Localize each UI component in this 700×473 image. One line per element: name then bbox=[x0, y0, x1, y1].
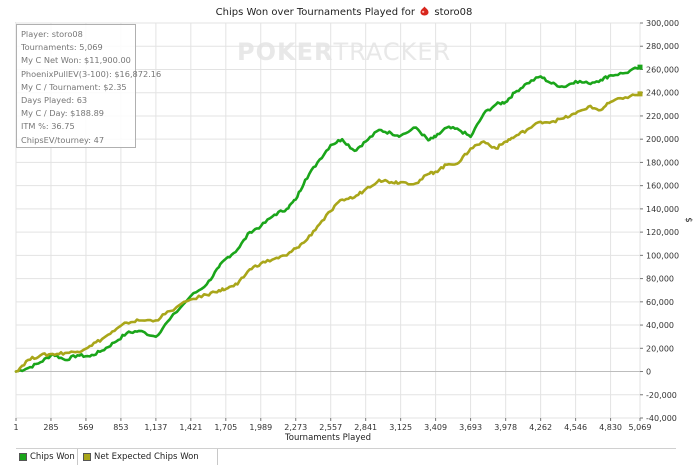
stat-chips-ev: ChipsEV/tourney: 47 bbox=[21, 134, 105, 145]
x-tick-label: 2,841 bbox=[354, 423, 377, 432]
legend-label-chips-won: Chips Won bbox=[30, 452, 75, 462]
y-tick-label: 100,000 bbox=[646, 251, 679, 260]
y-tick-label: 40,000 bbox=[646, 321, 674, 330]
x-tick-label: 4,830 bbox=[599, 423, 622, 432]
series-end-marker-chips-won bbox=[637, 64, 643, 70]
y-tick-label: 180,000 bbox=[646, 158, 679, 167]
stat-pull-ev: PhoenixPullEV(3-100): $16,872.16 bbox=[21, 68, 162, 79]
x-tick-label: 569 bbox=[78, 423, 93, 432]
series-line-chips-won bbox=[14, 65, 642, 373]
legend-item-net-expected[interactable]: Net Expected Chips Won bbox=[83, 452, 199, 462]
y-axis-title: $ bbox=[683, 217, 693, 222]
x-tick-label: 5,069 bbox=[629, 423, 652, 432]
y-tick-label: -20,000 bbox=[646, 391, 677, 400]
watermark-thin-text: TRACKER bbox=[333, 38, 452, 66]
stat-per-tournament: My C / Tournament: $2.35 bbox=[21, 81, 127, 92]
x-axis-title: Tournaments Played bbox=[284, 433, 371, 443]
x-tick-label: 1,705 bbox=[214, 423, 237, 432]
y-tick-label: 200,000 bbox=[646, 135, 679, 144]
x-tick-label: 4,262 bbox=[529, 423, 552, 432]
chart-legend: Chips Won Net Expected Chips Won bbox=[16, 448, 676, 465]
y-tick-label: 240,000 bbox=[646, 89, 679, 98]
y-tick-label: 300,000 bbox=[646, 19, 679, 28]
series-line-net-expected bbox=[14, 92, 642, 373]
series-end-marker-net-expected bbox=[637, 91, 643, 97]
legend-swatch-net-expected bbox=[83, 453, 91, 461]
x-tick-label: 1 bbox=[13, 423, 18, 432]
stat-per-day: My C / Day: $188.89 bbox=[21, 108, 104, 119]
y-tick-label: 280,000 bbox=[646, 42, 679, 51]
stat-player: Player: storo08 bbox=[21, 29, 83, 39]
x-tick-label: 1,989 bbox=[249, 423, 272, 432]
chart-title-prefix: Chips Won over Tournaments Played for bbox=[215, 7, 415, 18]
y-tick-label: 80,000 bbox=[646, 275, 674, 284]
stat-net-won: My C Net Won: $11,900.00 bbox=[21, 55, 131, 66]
y-tick-label: 20,000 bbox=[646, 344, 674, 353]
stat-itm: ITM %: 36.75 bbox=[21, 121, 75, 132]
x-tick-label: 3,978 bbox=[494, 423, 517, 432]
stat-days-played: Days Played: 63 bbox=[21, 95, 88, 106]
y-tick-label: 0 bbox=[646, 368, 651, 377]
y-tick-label: 60,000 bbox=[646, 298, 674, 307]
y-tick-label: 220,000 bbox=[646, 112, 679, 121]
legend-divider bbox=[217, 449, 218, 465]
legend-swatch-chips-won bbox=[19, 453, 27, 461]
watermark-bold-text: POKER bbox=[237, 38, 334, 66]
legend-label-net-expected: Net Expected Chips Won bbox=[94, 452, 199, 462]
y-tick-label: 160,000 bbox=[646, 182, 679, 191]
y-tick-label: 120,000 bbox=[646, 228, 679, 237]
chart-title: Chips Won over Tournaments Played for st… bbox=[0, 6, 688, 19]
x-tick-label: 1,137 bbox=[144, 423, 167, 432]
y-tick-label: 140,000 bbox=[646, 205, 679, 214]
x-tick-label: 853 bbox=[113, 423, 128, 432]
x-tick-label: 3,693 bbox=[459, 423, 482, 432]
legend-item-chips-won[interactable]: Chips Won bbox=[19, 452, 75, 462]
axis-layer: -40,000 -20,000 0 20,000 40,000 60,000 80,000 1… bbox=[13, 19, 693, 443]
series-layer bbox=[14, 64, 643, 373]
y-tick-label: -40,000 bbox=[646, 414, 677, 423]
chart-title-player: storo08 bbox=[434, 7, 473, 18]
stats-box: Player: storo08 Tournaments: 5,069 My C … bbox=[16, 24, 162, 148]
stat-tournaments: Tournaments: 5,069 bbox=[21, 42, 103, 53]
x-tick-label: 285 bbox=[43, 423, 58, 432]
x-tick-label: 2,557 bbox=[319, 423, 342, 432]
x-tick-label: 3,409 bbox=[424, 423, 447, 432]
x-tick-label: 4,546 bbox=[564, 423, 587, 432]
y-tick-label: 260,000 bbox=[646, 65, 679, 74]
x-tick-label: 3,125 bbox=[389, 423, 412, 432]
x-tick-label: 1,421 bbox=[179, 423, 202, 432]
pokertracker-watermark: POKERTRACKER bbox=[237, 38, 451, 66]
x-tick-label: 2,273 bbox=[284, 423, 307, 432]
pokerstars-icon bbox=[420, 6, 429, 19]
legend-divider bbox=[77, 449, 78, 465]
